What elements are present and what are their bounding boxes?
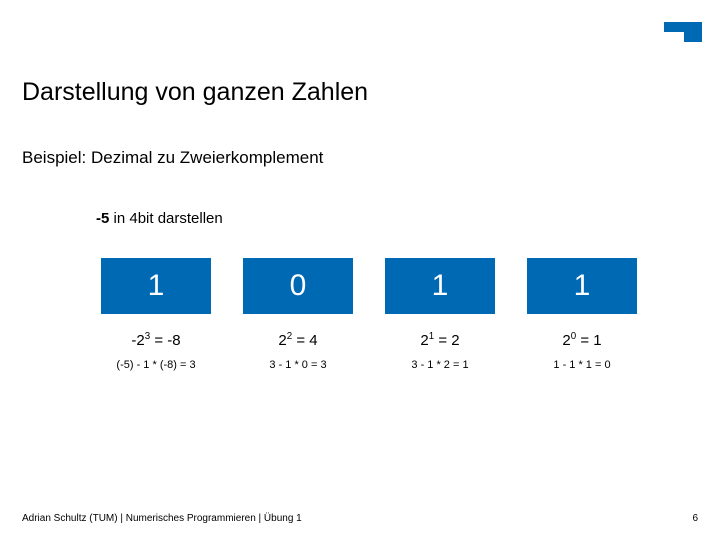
- bit-calc: (-5) - 1 * (-8) = 3: [116, 359, 195, 371]
- bit-calc: 3 - 1 * 2 = 1: [411, 359, 468, 371]
- bit-weight: 22 = 4: [278, 332, 317, 349]
- slide-title: Darstellung von ganzen Zahlen: [22, 78, 368, 107]
- bit-col-0: 1 -23 = -8 (-5) - 1 * (-8) = 3: [96, 258, 216, 371]
- bit-box: 1: [385, 258, 495, 314]
- footer: Adrian Schultz (TUM) | Numerisches Progr…: [22, 513, 698, 524]
- page-number: 6: [692, 513, 698, 524]
- bit-weight: -23 = -8: [131, 332, 180, 349]
- example-rest: in 4bit darstellen: [109, 210, 222, 227]
- bit-box: 1: [527, 258, 637, 314]
- bit-calc: 3 - 1 * 0 = 3: [269, 359, 326, 371]
- bit-col-3: 1 20 = 1 1 - 1 * 1 = 0: [522, 258, 642, 371]
- bits-row: 1 -23 = -8 (-5) - 1 * (-8) = 3 0 22 = 4 …: [96, 258, 642, 371]
- slide-subtitle: Beispiel: Dezimal zu Zweierkomplement: [22, 148, 323, 168]
- bit-box: 0: [243, 258, 353, 314]
- bit-col-1: 0 22 = 4 3 - 1 * 0 = 3: [238, 258, 358, 371]
- bit-calc: 1 - 1 * 1 = 0: [553, 359, 610, 371]
- example-value: -5: [96, 210, 109, 227]
- example-line: -5 in 4bit darstellen: [96, 210, 223, 227]
- bit-weight: 20 = 1: [562, 332, 601, 349]
- bit-weight: 21 = 2: [420, 332, 459, 349]
- tum-logo: [664, 22, 702, 42]
- bit-col-2: 1 21 = 2 3 - 1 * 2 = 1: [380, 258, 500, 371]
- footer-left: Adrian Schultz (TUM) | Numerisches Progr…: [22, 513, 302, 524]
- bit-box: 1: [101, 258, 211, 314]
